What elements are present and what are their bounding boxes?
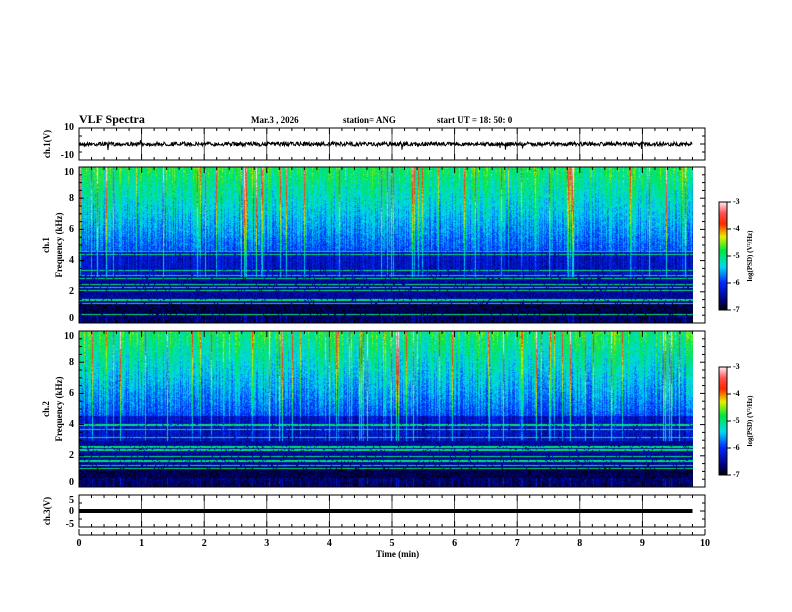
- colorbar-2-label: log(PSD) (V²/Hz): [746, 395, 754, 447]
- spec1-y-tick-label: 6: [69, 223, 74, 235]
- x-tick-label: 7: [514, 538, 520, 549]
- spec1-y-tick-label: 10: [64, 167, 74, 178]
- x-tick-label: 10: [700, 538, 710, 549]
- ch1-axis-label: ch.1(V): [42, 129, 52, 159]
- colorbar-1-label: log(PSD) (V²/Hz): [746, 230, 754, 282]
- spec2-axis-label-freq: Frequency (kHz): [54, 376, 64, 442]
- spec2-frame: [78, 330, 706, 488]
- spec1-y-tick-label: 0: [69, 313, 74, 324]
- x-tick-label: 0: [76, 538, 82, 549]
- colorbar-tick-label: -6: [733, 443, 740, 452]
- spec1-axis-label-ch: ch.1: [41, 237, 51, 253]
- ch1-y-tick-label: -10: [60, 150, 74, 161]
- colorbar-tick-label: -7: [733, 305, 740, 314]
- spec1-y-tick-label: 4: [69, 255, 74, 267]
- spec2-y-tick-label: 8: [69, 356, 74, 368]
- ch3-y-tick-label: 0: [69, 505, 74, 517]
- colorbar-tick-label: -4: [733, 389, 740, 398]
- ch3-axis-label: ch.3(V): [42, 496, 52, 526]
- colorbar-frame: [718, 201, 728, 311]
- spec2-y-tick-label: 0: [69, 477, 74, 488]
- colorbar-tick-label: -3: [733, 197, 740, 206]
- spec1-y-tick-label: 8: [69, 192, 74, 204]
- colorbar-frame: [718, 366, 728, 476]
- ch1-waveform: [78, 140, 693, 151]
- spec1-axis-label-freq: Frequency (kHz): [54, 212, 64, 278]
- spec2-y-tick-label: 6: [69, 387, 74, 399]
- figure-title: VLF Spectra: [79, 112, 145, 126]
- x-tick-label: 8: [577, 538, 583, 549]
- colorbar-tick-label: -6: [733, 278, 740, 287]
- x-tick-label: 3: [264, 538, 270, 549]
- colorbar-1: [719, 202, 727, 310]
- station-label: station= ANG: [343, 115, 396, 125]
- x-tick-label: 1: [139, 538, 145, 549]
- ch3-y-tick-label: 5: [69, 495, 74, 506]
- ch2-spectrogram: [79, 331, 693, 487]
- colorbar-tick-label: -4: [733, 224, 740, 233]
- spec2-y-tick-label: 4: [69, 419, 74, 431]
- ch1-spectrogram: [79, 167, 693, 323]
- spec2-y-tick-label: 2: [69, 450, 74, 462]
- colorbar-2: [719, 367, 727, 475]
- x-tick-label: 4: [326, 538, 332, 549]
- ch3-y-tick-label: -5: [65, 519, 74, 530]
- spec1-frame: [78, 166, 706, 324]
- ch1-y-tick-label: 10: [64, 122, 74, 133]
- x-tick-label: 6: [452, 538, 458, 549]
- date-label: Mar.3 , 2026: [251, 115, 299, 125]
- x-tick-label: 9: [639, 538, 645, 549]
- colorbar-tick-label: -5: [733, 416, 740, 425]
- x-tick-label: 5: [389, 538, 395, 549]
- colorbar-tick-label: -5: [733, 251, 740, 260]
- start-time-label: start UT = 18: 50: 0: [437, 115, 513, 125]
- x-tick-label: 2: [201, 538, 207, 549]
- spec1-y-tick-label: 2: [69, 286, 74, 298]
- spec2-axis-label-ch: ch.2: [41, 401, 51, 417]
- colorbar-tick-label: -3: [733, 362, 740, 371]
- colorbar-tick-label: -7: [733, 470, 740, 479]
- spec2-y-tick-label: 10: [64, 331, 74, 342]
- x-axis-label: Time (min): [376, 549, 420, 559]
